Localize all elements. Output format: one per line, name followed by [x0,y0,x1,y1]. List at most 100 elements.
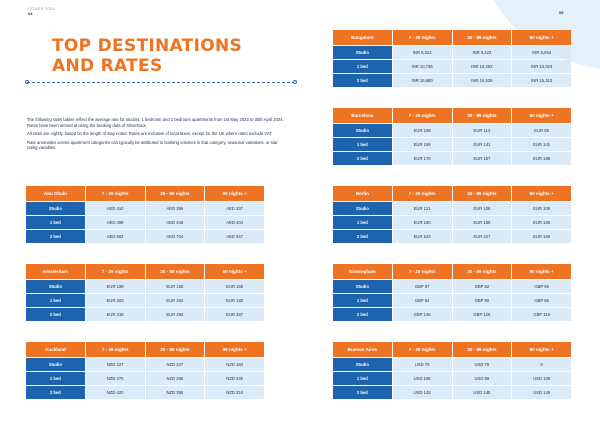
apartment-type: 2 bed [333,74,392,87]
page-number-right: 05 [559,10,564,15]
city-name: Buenos Aires [333,342,392,357]
table-row: 2 bed INR 16,680 INR 16,628 INR 15,313 [333,74,571,87]
apartment-type: 2 bed [333,152,392,165]
table-row: Studio EUR 198 EUR 166 EUR 166 [26,280,264,293]
apartment-type: 1 bed [333,372,392,385]
rate-value: INR 8,094 [512,46,571,59]
apartment-type: 2 bed [26,386,85,399]
rate-value: AED 652 [85,230,145,243]
rate-value: EUR 113 [452,124,512,137]
rate-value: EUR 166 [145,280,205,293]
rate-value: AED 337 [205,202,264,215]
rate-value: EUR 180 [392,216,452,229]
table-row: 1 bed NZD 270 NZD 265 NZD 235 [26,372,264,385]
rate-table: Amsterdam 7 - 29 nights 30 - 89 nights 90 n… [25,263,265,322]
column-header: 30 - 89 nights [452,108,512,123]
rate-table: Abu Dhabi 7 - 29 nights 30 - 89 nights 90 n… [25,185,265,244]
rate-value: EUR 85 [512,124,571,137]
rate-table: Buenos Aires 7 - 29 nights 30 - 89 nights 9… [332,341,572,400]
table-row: 2 bed EUR 178 EUR 157 EUR 198 [333,152,571,165]
column-header: 7 - 29 nights [85,264,145,279]
city-name: Barcelona [333,108,392,123]
rate-value: USD 145 [452,386,512,399]
rate-value: GBP 94 [392,294,452,307]
table-row: Studio INR 8,322 INR 8,422 INR 8,094 [333,46,571,59]
city-name: Abu Dhabi [26,186,85,201]
table-header-row: Abu Dhabi 7 - 29 nights 30 - 89 nights 90 n… [26,186,264,201]
rate-value: EUR 168 [452,216,512,229]
apartment-type: 1 bed [26,216,85,229]
column-header: 7 - 29 nights [392,264,452,279]
column-header: 7 - 29 nights [392,108,452,123]
table-header-row: Birmingham 7 - 29 nights 30 - 89 nights 90 … [333,264,571,279]
rate-value: EUR 178 [392,152,452,165]
rate-value: INR 8,322 [392,46,452,59]
apartment-type: 2 bed [333,230,392,243]
rate-table: Berlin 7 - 29 nights 30 - 89 nights 90 nigh… [332,185,572,244]
column-header: 7 - 29 nights [392,30,452,45]
rate-value: EUR 141 [452,138,512,151]
page-number-left: 04 [28,11,33,16]
rate-value: EUR 105 [512,202,571,215]
rate-value: AED 704 [145,230,205,243]
apartment-type: Studio [333,124,392,137]
apartment-type: 1 bed [333,60,392,73]
rate-value: EUR 198 [512,152,571,165]
table-row: 2 bed GBP 136 GBP 128 GBP 119 [333,308,571,321]
divider-end-dot [293,80,297,84]
rate-value: GBP 128 [452,308,512,321]
rate-value: INR 16,628 [452,74,512,87]
table-row: Studio AED 410 AED 396 AED 337 [26,202,264,215]
city-name: Auckland [26,342,85,357]
column-header: 30 - 89 nights [452,30,512,45]
rate-value: EUR 108 [392,124,452,137]
city-name: Birmingham [333,264,392,279]
rate-value: EUR 121 [392,202,452,215]
rate-value: USD 149 [512,386,571,399]
rate-value: AED 446 [145,216,205,229]
rate-value: EUR 202 [145,294,205,307]
column-header: 30 - 89 nights [452,186,512,201]
rate-value: INR 16,680 [392,74,452,87]
rate-value: USD 98 [452,372,512,385]
apartment-type: Studio [333,46,392,59]
rate-value: INR 10,023 [512,60,571,73]
city-name: Berlin [333,186,392,201]
table-row: 1 bed INR 10,736 INR 10,292 INR 10,023 [333,60,571,73]
rate-value: EUR 159 [512,216,571,229]
column-header: 30 - 89 nights [452,264,512,279]
rate-value: EUR 159 [512,230,571,243]
rate-value: GBP 82 [452,280,512,293]
apartment-type: 2 bed [26,308,85,321]
rate-table: Auckland 7 - 29 nights 30 - 89 nights 90 ni… [25,341,265,400]
rate-value: NZD 235 [205,372,264,385]
rate-value: GBP 136 [392,308,452,321]
page-title-line-2: AND RATES [52,56,163,76]
rate-value: GBP 90 [452,294,512,307]
rate-value: USD 78 [452,358,512,371]
table-row: 1 bed EUR 180 EUR 168 EUR 159 [333,216,571,229]
city-name: Bangalore [333,30,392,45]
apartment-type: 1 bed [26,372,85,385]
page-title: TOP DESTINATIONS AND RATES [52,36,242,76]
rate-value: EUR 287 [205,308,264,321]
column-header: 90 nights + [512,108,571,123]
rate-value: NZD 270 [85,372,145,385]
apartment-type: Studio [333,280,392,293]
page-header-left: OONER 2024 04 [28,6,55,16]
apartment-type: Studio [333,202,392,215]
table-row: 1 bed EUR 203 EUR 202 EUR 192 [26,294,264,307]
column-header: 30 - 89 nights [145,264,205,279]
intro-paragraph: The following rates tables reflect the a… [27,117,284,128]
column-header: 30 - 89 nights [452,342,512,357]
table-header-row: Barcelona 7 - 29 nights 30 - 89 nights 90 n… [333,108,571,123]
intro-paragraph: Rate anomalies across apartment categori… [27,139,278,151]
table-header-row: Bangalore 7 - 29 nights 30 - 89 nights 90 n… [333,30,571,45]
column-header: 7 - 29 nights [392,186,452,201]
table-row: 1 bed USD 105 USD 98 USD 106 [333,372,571,385]
rate-value: USD 105 [392,372,452,385]
rate-value: EUR 166 [205,280,264,293]
intro-paragraph: All rates are nightly, based on the leng… [27,131,273,137]
rate-value: AED 647 [205,230,264,243]
apartment-type: Studio [333,358,392,371]
